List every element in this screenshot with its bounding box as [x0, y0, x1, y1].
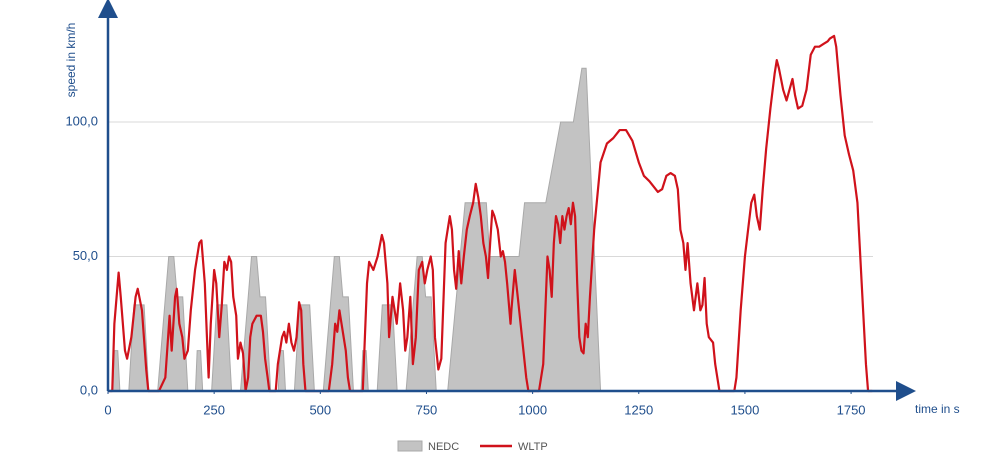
x-tick-label: 1750	[837, 402, 866, 417]
y-tick-label: 0,0	[80, 382, 98, 397]
x-tick-label: 250	[203, 402, 225, 417]
y-tick-label: 100,0	[65, 113, 98, 128]
x-tick-label: 0	[104, 402, 111, 417]
legend-swatch	[397, 440, 423, 452]
x-tick-label: 1000	[518, 402, 547, 417]
y-tick-label: 50,0	[73, 248, 98, 263]
x-axis-label: time in s	[915, 402, 960, 416]
x-tick-label: 500	[309, 402, 331, 417]
x-tick-label: 1500	[730, 402, 759, 417]
x-tick-label: 1250	[624, 402, 653, 417]
x-tick-label: 750	[416, 402, 438, 417]
legend-label: NEDC	[428, 441, 459, 453]
legend-label: WLTP	[518, 441, 548, 453]
y-axis-label: speed in km/h	[64, 23, 78, 98]
